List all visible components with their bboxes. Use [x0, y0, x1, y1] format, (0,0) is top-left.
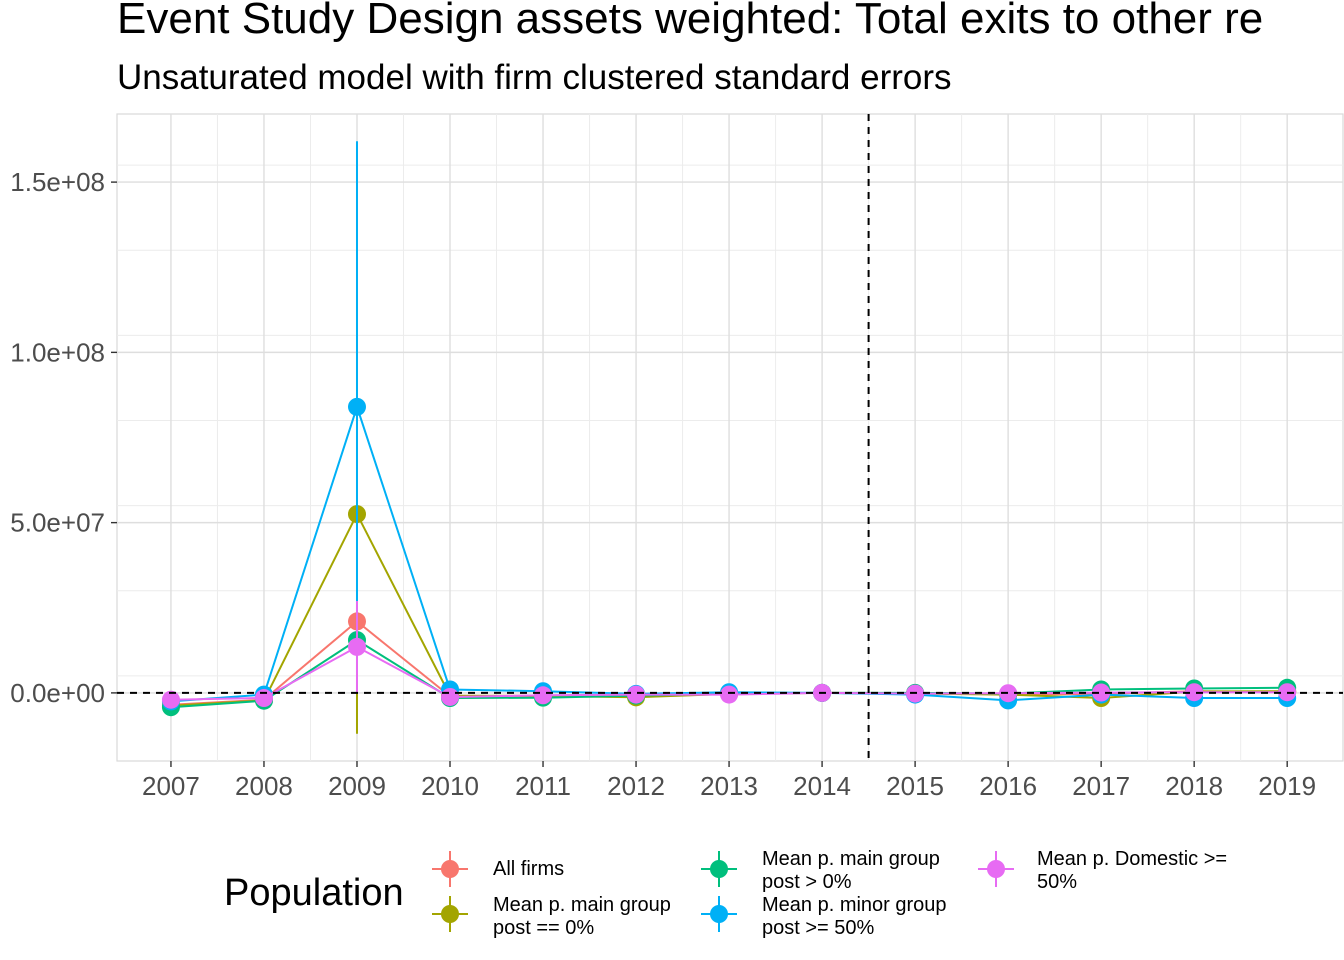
legend-title: Population	[224, 872, 404, 914]
legend-key-point	[441, 860, 459, 878]
legend-key-point	[710, 860, 728, 878]
data-point	[534, 686, 553, 705]
chart-subtitle: Unsaturated model with firm clustered st…	[117, 58, 952, 97]
legend-key	[432, 851, 468, 887]
x-tick-label: 2008	[235, 771, 293, 801]
series-5	[161, 600, 1297, 709]
x-tick-label: 2010	[421, 771, 479, 801]
data-point	[1185, 683, 1204, 702]
x-tick-label: 2014	[793, 771, 851, 801]
legend-label: Mean p. Domestic >= 50%	[1037, 848, 1228, 893]
y-tick-label: 1.0e+08	[10, 337, 105, 367]
data-point	[627, 685, 646, 704]
legend-key	[701, 851, 737, 887]
data-point	[441, 687, 460, 706]
data-point	[347, 397, 366, 416]
x-tick-label: 2016	[979, 771, 1037, 801]
legend-key	[978, 851, 1014, 887]
legend-key	[701, 896, 737, 932]
x-tick-label: 2012	[607, 771, 665, 801]
x-tick-label: 2013	[700, 771, 758, 801]
data-point	[720, 685, 739, 704]
x-tick-label: 2018	[1165, 771, 1223, 801]
x-tick-label: 2017	[1072, 771, 1130, 801]
legend-key	[432, 896, 468, 932]
x-tick-label: 2019	[1258, 771, 1316, 801]
plot-panel	[116, 113, 1344, 762]
legend-key-point	[987, 860, 1005, 878]
data-point	[999, 684, 1018, 703]
legend-label: Mean p. main group post > 0%	[762, 848, 940, 893]
data-point	[161, 690, 180, 709]
y-tick-label: 0.0e+00	[10, 678, 105, 708]
legend-key-point	[710, 905, 728, 923]
x-tick-label: 2009	[328, 771, 386, 801]
y-tick-label: 1.5e+08	[10, 167, 105, 197]
chart-title: Event Study Design assets weighted: Tota…	[117, 0, 1264, 43]
data-point	[254, 689, 273, 708]
x-tick-label: 2007	[142, 771, 200, 801]
legend-label: Mean p. main group post == 0%	[493, 894, 671, 939]
y-tick-label: 5.0e+07	[10, 508, 105, 538]
data-point	[347, 637, 366, 656]
legend-key-point	[441, 905, 459, 923]
data-point	[1092, 683, 1111, 702]
legend-label: All firms	[493, 858, 565, 880]
x-tick-label: 2011	[515, 771, 571, 801]
legend-label: Mean p. minor group post >= 50%	[762, 894, 947, 939]
x-tick-label: 2015	[886, 771, 944, 801]
